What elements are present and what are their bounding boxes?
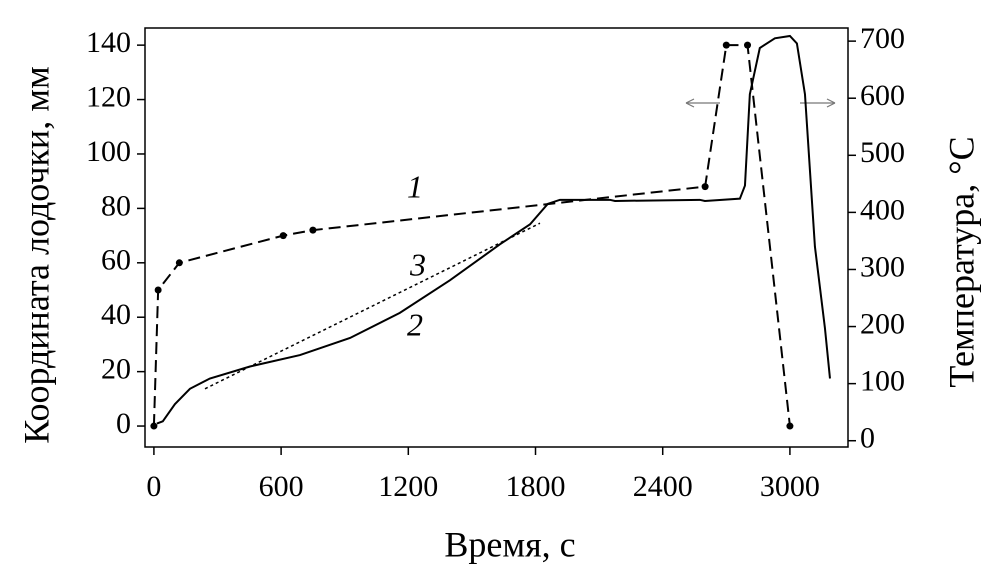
x-tick-label: 0: [146, 470, 161, 503]
y-tick-label: 20: [101, 353, 131, 386]
y2-tick-label: 600: [860, 79, 905, 112]
plot-frame: [144, 27, 849, 448]
y-axis-title: Координата лодочки, мм: [16, 66, 56, 444]
y2-axis-title: Температура, °C: [941, 136, 981, 387]
data-point: [786, 422, 794, 430]
y-tick-label: 0: [116, 407, 131, 440]
data-point: [279, 232, 287, 240]
y2-tick-label: 100: [860, 365, 905, 398]
x-tick-label: 1200: [378, 470, 438, 503]
y-tick-label: 120: [86, 80, 131, 113]
y-tick-label: 140: [86, 26, 131, 59]
y2-tick-label: 300: [860, 250, 905, 283]
x-axis-title: Время, с: [444, 524, 575, 564]
data-point: [701, 183, 709, 191]
x-tick-label: 600: [259, 470, 304, 503]
series-label: 2: [407, 306, 423, 342]
y-tick-label: 100: [86, 135, 131, 168]
y-tick-label: 40: [101, 298, 131, 331]
y2-tick-label: 500: [860, 136, 905, 169]
y-tick-label: 80: [101, 189, 131, 222]
x-tick-label: 3000: [760, 470, 820, 503]
y-tick-label: 60: [101, 244, 131, 277]
data-point: [154, 286, 162, 294]
series-line: [204, 222, 541, 390]
series-line: [156, 34, 831, 425]
y2-tick-label: 700: [860, 22, 905, 55]
x-tick-label: 1800: [506, 470, 566, 503]
y2-tick-label: 400: [860, 193, 905, 226]
series-label: 1: [407, 168, 423, 204]
data-point: [175, 259, 183, 267]
arrow-head: [826, 98, 836, 108]
data-point: [744, 41, 752, 49]
y2-tick-label: 200: [860, 307, 905, 340]
data-point: [722, 41, 730, 49]
arrow-head: [685, 98, 695, 108]
axis-arrows: [685, 98, 836, 108]
x-tick-label: 2400: [633, 470, 693, 503]
data-point: [150, 422, 158, 430]
series-label: 3: [409, 246, 426, 282]
y2-tick-label: 0: [860, 422, 875, 455]
data-point: [309, 226, 317, 234]
